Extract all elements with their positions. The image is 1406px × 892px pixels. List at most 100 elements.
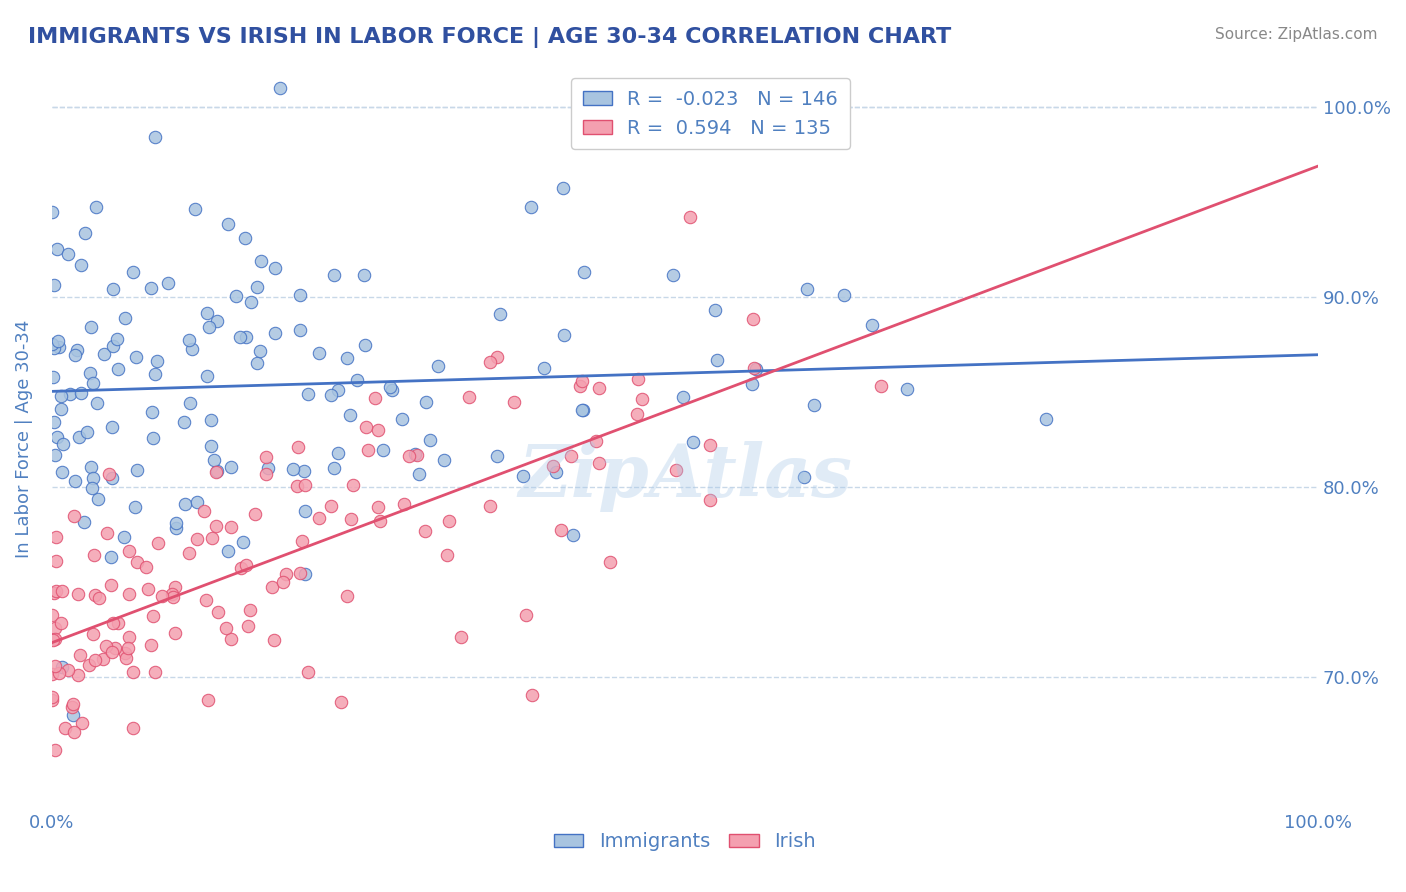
Immigrants: [100, 420, 122, 434]
Immigrants: [264, 261, 287, 276]
Irish: [742, 311, 765, 326]
Immigrants: [860, 318, 883, 332]
Immigrants: [250, 253, 273, 268]
Immigrants: [200, 439, 222, 453]
Immigrants: [373, 443, 395, 458]
Irish: [364, 392, 387, 406]
Immigrants: [257, 460, 280, 475]
Immigrants: [107, 362, 129, 376]
Immigrants: [44, 278, 66, 293]
Irish: [89, 591, 111, 606]
Immigrants: [662, 268, 685, 282]
Immigrants: [141, 405, 163, 419]
Immigrants: [433, 453, 456, 467]
Immigrants: [741, 377, 763, 392]
Immigrants: [323, 461, 346, 475]
Immigrants: [205, 314, 228, 328]
Irish: [340, 511, 363, 525]
Irish: [254, 467, 277, 482]
Immigrants: [82, 470, 104, 484]
Immigrants: [202, 453, 225, 467]
Irish: [436, 548, 458, 562]
Immigrants: [184, 202, 207, 217]
Immigrants: [240, 295, 263, 310]
Immigrants: [100, 550, 122, 565]
Irish: [357, 442, 380, 457]
Irish: [44, 586, 66, 600]
Irish: [41, 667, 63, 681]
Immigrants: [219, 460, 242, 475]
Irish: [103, 615, 125, 630]
Immigrants: [544, 465, 567, 479]
Irish: [699, 438, 721, 452]
Immigrants: [339, 408, 361, 422]
Irish: [44, 743, 66, 757]
Irish: [515, 608, 537, 623]
Irish: [96, 526, 118, 541]
Immigrants: [121, 265, 143, 279]
Immigrants: [143, 130, 166, 145]
Irish: [197, 693, 219, 707]
Irish: [45, 583, 67, 598]
Immigrants: [198, 320, 221, 334]
Irish: [502, 395, 524, 409]
Irish: [82, 627, 104, 641]
Irish: [49, 615, 72, 630]
Irish: [77, 658, 100, 673]
Irish: [398, 449, 420, 463]
Irish: [541, 458, 564, 473]
Irish: [329, 695, 352, 709]
Immigrants: [896, 382, 918, 396]
Immigrants: [84, 200, 107, 214]
Immigrants: [551, 181, 574, 195]
Irish: [699, 493, 721, 508]
Immigrants: [76, 425, 98, 440]
Irish: [392, 497, 415, 511]
Irish: [308, 510, 330, 524]
Irish: [186, 533, 208, 547]
Irish: [219, 519, 242, 533]
Irish: [271, 575, 294, 590]
Irish: [142, 608, 165, 623]
Immigrants: [42, 370, 65, 384]
Immigrants: [706, 352, 728, 367]
Irish: [219, 632, 242, 647]
Immigrants: [354, 337, 377, 351]
Irish: [479, 500, 502, 514]
Irish: [62, 697, 84, 711]
Immigrants: [269, 80, 291, 95]
Immigrants: [52, 436, 75, 450]
Immigrants: [79, 320, 101, 334]
Irish: [235, 558, 257, 572]
Irish: [262, 580, 284, 594]
Irish: [486, 350, 509, 364]
Immigrants: [200, 413, 222, 427]
Irish: [367, 423, 389, 437]
Irish: [67, 586, 90, 600]
Irish: [122, 721, 145, 735]
Immigrants: [181, 342, 204, 356]
Immigrants: [86, 396, 108, 410]
Immigrants: [79, 366, 101, 380]
Immigrants: [49, 402, 72, 417]
Immigrants: [408, 467, 430, 482]
Irish: [83, 548, 105, 562]
Irish: [450, 630, 472, 644]
Immigrants: [103, 282, 125, 296]
Immigrants: [793, 470, 815, 484]
Irish: [70, 715, 93, 730]
Immigrants: [165, 521, 187, 535]
Irish: [204, 519, 226, 533]
Immigrants: [489, 307, 512, 321]
Immigrants: [217, 217, 239, 231]
Immigrants: [44, 448, 66, 462]
Immigrants: [103, 339, 125, 353]
Immigrants: [105, 332, 128, 346]
Immigrants: [58, 387, 80, 401]
Immigrants: [195, 306, 218, 320]
Immigrants: [70, 258, 93, 272]
Irish: [44, 658, 66, 673]
Irish: [368, 514, 391, 528]
Immigrants: [141, 280, 163, 294]
Immigrants: [63, 474, 86, 488]
